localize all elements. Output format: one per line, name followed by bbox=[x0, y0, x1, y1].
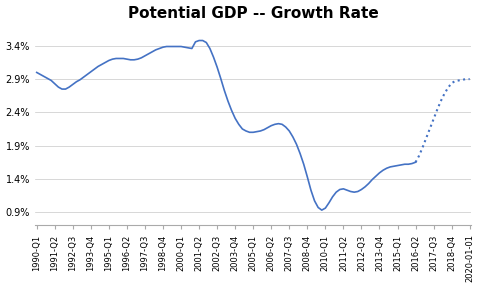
Title: Potential GDP -- Growth Rate: Potential GDP -- Growth Rate bbox=[128, 5, 379, 20]
